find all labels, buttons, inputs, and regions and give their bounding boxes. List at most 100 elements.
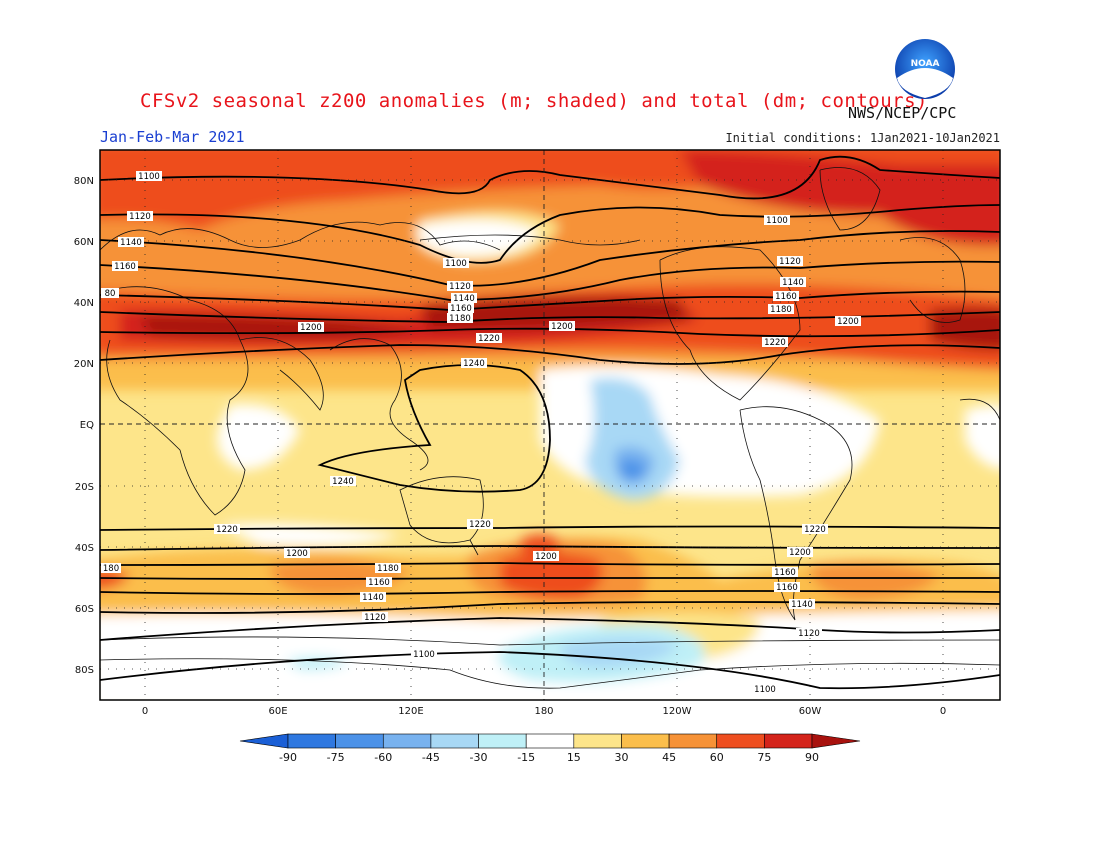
contour-label: 1220 — [802, 524, 828, 535]
contour-label: 1240 — [461, 358, 487, 369]
colorbar-label: -60 — [374, 751, 392, 764]
svg-text:180: 180 — [103, 564, 119, 574]
svg-text:1200: 1200 — [789, 548, 811, 558]
colorbar-label: 15 — [567, 751, 581, 764]
colorbar-segment — [573, 733, 622, 749]
contour-label: 1140 — [118, 237, 144, 248]
colorbar-segment — [335, 733, 384, 749]
contour-labels: 1100 1100 1100 1120 1120 1120 1120 1120 … — [101, 171, 861, 695]
svg-text:1240: 1240 — [463, 359, 485, 369]
lon-tick-label: 60E — [268, 706, 287, 717]
colorbar-label: -45 — [422, 751, 440, 764]
colorbar-label: -15 — [517, 751, 535, 764]
lat-tick-label: 20N — [74, 359, 94, 370]
contour-label: 1140 — [780, 277, 806, 288]
anomaly-shading — [100, 150, 1000, 700]
contour-label: 1200 — [835, 316, 861, 327]
colorbar-segment — [668, 733, 718, 749]
lat-tick-label: 20S — [75, 482, 94, 493]
colorbar-segment — [382, 733, 432, 749]
colorbar-label: 90 — [805, 751, 819, 764]
svg-text:1180: 1180 — [449, 314, 471, 324]
svg-text:1200: 1200 — [535, 552, 557, 562]
lat-tick-label: 80N — [74, 176, 94, 187]
equator-dateline — [100, 150, 1000, 700]
contour-label: 1160 — [112, 261, 138, 272]
svg-text:1140: 1140 — [362, 593, 384, 603]
svg-text:1180: 1180 — [770, 305, 792, 315]
svg-text:1100: 1100 — [445, 259, 467, 269]
svg-text:1120: 1120 — [364, 613, 386, 623]
svg-text:1160: 1160 — [450, 304, 472, 314]
contour-label: 1180 — [768, 304, 794, 315]
contour-label: 1220 — [214, 524, 240, 535]
svg-text:1200: 1200 — [286, 549, 308, 559]
contour-label: 1120 — [447, 281, 473, 292]
svg-text:1180: 1180 — [377, 564, 399, 574]
season-label: Jan-Feb-Mar 2021 — [100, 128, 245, 146]
contour-label: 180 — [101, 563, 121, 574]
svg-text:1100: 1100 — [754, 685, 776, 695]
contour-label: 1240 — [330, 476, 356, 487]
contour-label: 1100 — [752, 684, 778, 695]
lon-tick-label: 120W — [663, 706, 692, 717]
contour-label: 1160 — [448, 303, 474, 314]
contour-label: 1220 — [476, 333, 502, 344]
contour-label: 1220 — [762, 337, 788, 348]
contour-label: 1180 — [447, 313, 473, 324]
colorbar-segment — [287, 733, 336, 749]
svg-text:1140: 1140 — [791, 600, 813, 610]
contour-label: 1220 — [467, 519, 493, 530]
colorbar-segment — [764, 733, 813, 749]
contour-label: 1120 — [127, 211, 153, 222]
colorbar-label: 75 — [757, 751, 771, 764]
contour-label: 1100 — [136, 171, 162, 182]
svg-text:1160: 1160 — [774, 568, 796, 578]
colorbar-label: -75 — [327, 751, 345, 764]
map-frame — [99, 149, 1001, 701]
svg-text:1120: 1120 — [129, 212, 151, 222]
svg-text:1220: 1220 — [216, 525, 238, 535]
colorbar-segment — [621, 733, 670, 749]
contour-label: 1160 — [773, 291, 799, 302]
contour-label: 1200 — [787, 547, 813, 558]
lon-tick-label: 180 — [534, 706, 553, 717]
contour-label: 1200 — [533, 551, 559, 562]
contour-label: 1100 — [443, 258, 469, 269]
contour-label: 80 — [101, 288, 119, 299]
contour-label: 1140 — [789, 599, 815, 610]
colorbar-segment — [525, 733, 575, 749]
svg-text:1200: 1200 — [837, 317, 859, 327]
contour-label: 1140 — [451, 293, 477, 304]
contour-label: 1200 — [284, 548, 310, 559]
colorbar-label: 60 — [710, 751, 724, 764]
latitude-axis: 80N 60N 40N 20N EQ 20S 40S 60S 80S — [74, 176, 94, 676]
lon-tick-label: 120E — [398, 706, 423, 717]
svg-text:1120: 1120 — [779, 257, 801, 267]
contour-label: 1200 — [549, 321, 575, 332]
contour-label: 1160 — [366, 577, 392, 588]
lat-tick-label: 40N — [74, 298, 94, 309]
svg-text:1100: 1100 — [138, 172, 160, 182]
svg-text:1100: 1100 — [413, 650, 435, 660]
lat-tick-label: 80S — [75, 665, 94, 676]
contour-label: 1200 — [298, 322, 324, 333]
svg-text:1140: 1140 — [782, 278, 804, 288]
colorbar-label: 45 — [662, 751, 676, 764]
svg-text:1220: 1220 — [469, 520, 491, 530]
colorbar-segment — [430, 733, 479, 749]
colorbar-segment — [478, 733, 527, 749]
svg-text:1140: 1140 — [453, 294, 475, 304]
lat-tick-label: 60S — [75, 604, 94, 615]
agency-label: NWS/NCEP/CPC — [848, 104, 957, 122]
lon-tick-label: 60W — [799, 706, 822, 717]
noaa-logo-icon: NOAA — [895, 39, 955, 99]
svg-text:1240: 1240 — [332, 477, 354, 487]
lat-tick-label: EQ — [80, 420, 94, 431]
colorbar-end-low — [239, 733, 289, 749]
svg-text:80: 80 — [105, 289, 116, 299]
contour-label: 1120 — [796, 628, 822, 639]
svg-text:1200: 1200 — [551, 322, 573, 332]
svg-text:1120: 1120 — [449, 282, 471, 292]
colorbar-label: -90 — [279, 751, 297, 764]
